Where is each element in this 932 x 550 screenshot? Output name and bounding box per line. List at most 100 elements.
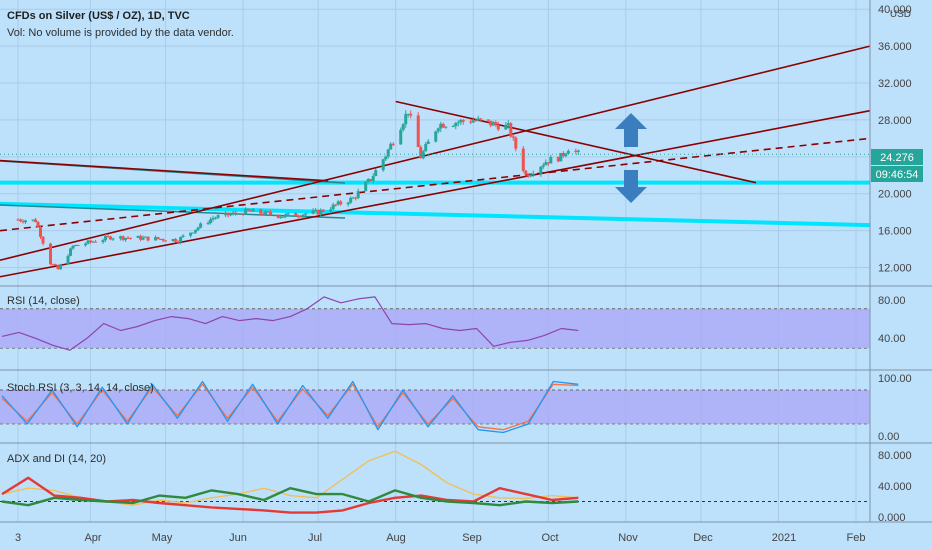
time-tick-label: Apr — [84, 532, 101, 544]
candle-body — [194, 229, 198, 233]
candle-body — [34, 219, 38, 222]
candle-body — [546, 162, 550, 164]
stoch-tick: 100.00 — [878, 373, 912, 385]
candle-body — [371, 176, 375, 181]
candle-body — [224, 212, 228, 216]
candle-body — [241, 213, 245, 215]
candle-body — [69, 248, 73, 256]
candle-body — [281, 216, 285, 218]
candle-body — [346, 202, 350, 205]
candle-body — [156, 237, 160, 239]
candle-body — [459, 120, 463, 123]
axis-currency: USD — [890, 9, 911, 20]
candle-body — [351, 197, 355, 199]
candle-body — [496, 124, 500, 130]
candle-body — [89, 240, 93, 243]
candle-body — [249, 210, 253, 212]
candle-body — [76, 245, 80, 247]
candle-body — [59, 264, 63, 270]
candle-body — [39, 227, 43, 237]
candle-body — [266, 211, 270, 213]
time-tick-label: Dec — [693, 532, 713, 544]
trendline — [0, 45, 871, 261]
candle-body — [366, 179, 370, 183]
candle-body — [564, 153, 568, 156]
rsi-tick: 40.00 — [878, 333, 906, 345]
price-tick-label: 20.000 — [878, 189, 912, 201]
candle-body — [504, 125, 508, 130]
candle-body — [276, 214, 280, 218]
candle-body — [144, 236, 148, 238]
candle-body — [479, 118, 483, 120]
candle-body — [171, 239, 175, 242]
candle-body — [391, 143, 395, 145]
candle-body — [176, 241, 180, 243]
candle-body — [124, 237, 128, 240]
candle-body — [211, 217, 215, 220]
candle-body — [444, 126, 448, 128]
adx-title: ADX and DI (14, 20) — [7, 453, 106, 465]
candle-body — [469, 121, 473, 123]
adx-tick: 0.000 — [878, 512, 906, 524]
candle-body — [196, 227, 200, 230]
candle-body — [91, 241, 95, 243]
candle-body — [119, 236, 123, 239]
candle-body — [296, 216, 300, 218]
candle-body — [471, 120, 475, 123]
last-price-badge: 24.276 09:46:54 — [871, 149, 923, 182]
candle-body — [251, 209, 255, 212]
candle-body — [129, 237, 133, 239]
candle-body — [541, 165, 545, 167]
candle-body — [154, 237, 158, 241]
candle-body — [21, 221, 25, 223]
candle-body — [261, 213, 265, 215]
rsi-line — [1, 296, 579, 351]
candle-body — [286, 213, 290, 215]
candle-body — [139, 236, 143, 240]
candle-body — [49, 243, 53, 265]
candle-body — [451, 126, 455, 128]
candle-body — [54, 264, 58, 266]
time-tick-label: Oct — [541, 532, 558, 544]
candle-body — [51, 264, 55, 266]
time-tick-label: Aug — [386, 532, 406, 544]
candle-body — [526, 174, 530, 177]
candle-body — [36, 221, 40, 228]
candle-body — [321, 209, 325, 212]
candle-body — [316, 209, 320, 215]
candle-body — [426, 141, 430, 144]
candle-body — [474, 120, 478, 122]
candle-body — [279, 216, 283, 218]
candle-body — [524, 170, 528, 175]
indicator-lines — [0, 296, 870, 514]
time-axis[interactable]: 3 Apr May Jun Jul Aug Sep Oct Nov Dec 2021 Feb — [15, 532, 866, 544]
candle-body — [299, 216, 303, 218]
candle-body — [399, 129, 403, 145]
candle-body — [319, 209, 323, 215]
support-line — [0, 201, 871, 228]
candle-body — [229, 214, 233, 216]
chart-title: CFDs on Silver (US$ / OZ), 1D, TVC — [7, 10, 190, 22]
candle-body — [259, 209, 263, 214]
rsi-band — [0, 308, 870, 349]
di-plus-line — [1, 487, 579, 507]
candle-body — [84, 243, 88, 246]
candle-body — [566, 150, 570, 154]
candle-body — [506, 123, 510, 126]
candle-body — [331, 204, 335, 210]
trendline — [0, 159, 329, 182]
candle-body — [94, 241, 98, 243]
candle-body — [109, 236, 113, 240]
candle-body — [409, 113, 413, 116]
time-tick-label: 2021 — [772, 532, 796, 544]
trendline — [0, 137, 871, 232]
price-tick-label: 12.000 — [878, 263, 912, 275]
candle-body — [381, 159, 385, 171]
candle-body — [179, 237, 183, 243]
candle-body — [364, 182, 368, 192]
candle-body — [121, 236, 125, 240]
trendline — [395, 100, 757, 184]
candle-body — [384, 156, 388, 160]
